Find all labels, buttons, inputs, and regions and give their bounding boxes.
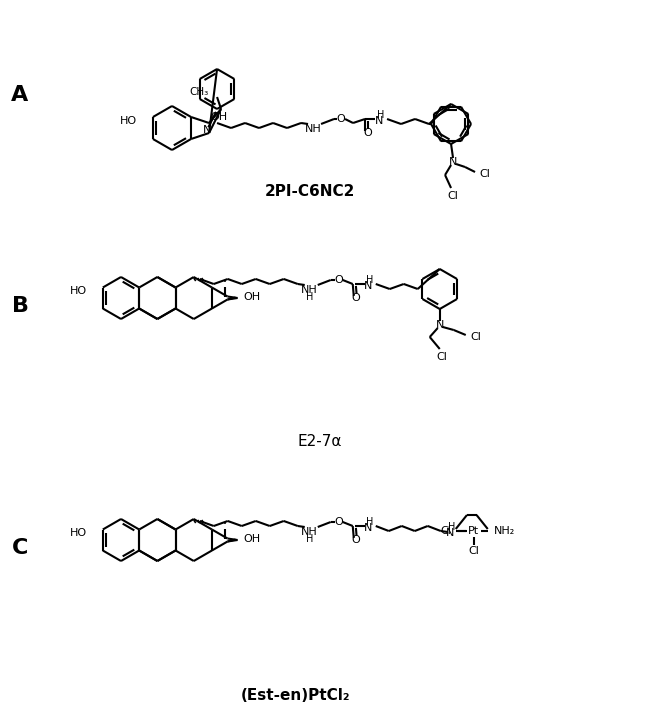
Text: Cl: Cl [441, 526, 452, 536]
Text: HO: HO [120, 116, 137, 126]
Text: O: O [351, 293, 360, 303]
Text: C: C [12, 538, 28, 558]
Text: NH₂: NH₂ [494, 526, 515, 536]
Text: NH: NH [301, 285, 318, 295]
Text: O: O [334, 517, 343, 527]
Text: O: O [334, 275, 343, 285]
Text: Pt: Pt [468, 526, 479, 536]
Text: O: O [364, 128, 372, 138]
Text: N: N [364, 281, 372, 291]
Text: NH: NH [305, 124, 321, 134]
Text: OH: OH [243, 293, 261, 303]
Text: H: H [448, 522, 455, 532]
Text: O: O [337, 114, 345, 124]
Text: N: N [203, 125, 211, 135]
Text: Cl: Cl [436, 352, 447, 362]
Text: OH: OH [211, 112, 228, 122]
Text: Cl: Cl [447, 191, 458, 201]
Text: N: N [449, 157, 457, 167]
Text: N: N [375, 116, 383, 126]
Text: HO: HO [70, 287, 87, 297]
Text: •: • [222, 521, 226, 528]
Text: N: N [436, 320, 444, 330]
Text: Cl: Cl [470, 332, 481, 342]
Text: N: N [364, 523, 372, 533]
Text: OH: OH [243, 534, 261, 544]
Text: NH: NH [301, 527, 318, 537]
Text: Cl: Cl [468, 546, 479, 556]
Text: H: H [306, 534, 313, 544]
Text: H: H [306, 292, 313, 302]
Text: A: A [11, 85, 29, 105]
Text: 2PI-C6NC2: 2PI-C6NC2 [265, 184, 355, 199]
Text: CH₃: CH₃ [190, 87, 209, 97]
Text: N: N [445, 528, 454, 538]
Text: O: O [351, 535, 360, 545]
Text: H: H [366, 517, 373, 527]
Text: (Est-en)PtCl₂: (Est-en)PtCl₂ [240, 688, 350, 703]
Text: B: B [12, 296, 29, 316]
Text: E2-7α: E2-7α [298, 434, 342, 449]
Text: H: H [366, 275, 373, 285]
Text: HO: HO [70, 528, 87, 538]
Text: Cl: Cl [479, 169, 490, 179]
Text: •: • [222, 280, 226, 285]
Text: H: H [377, 110, 385, 120]
